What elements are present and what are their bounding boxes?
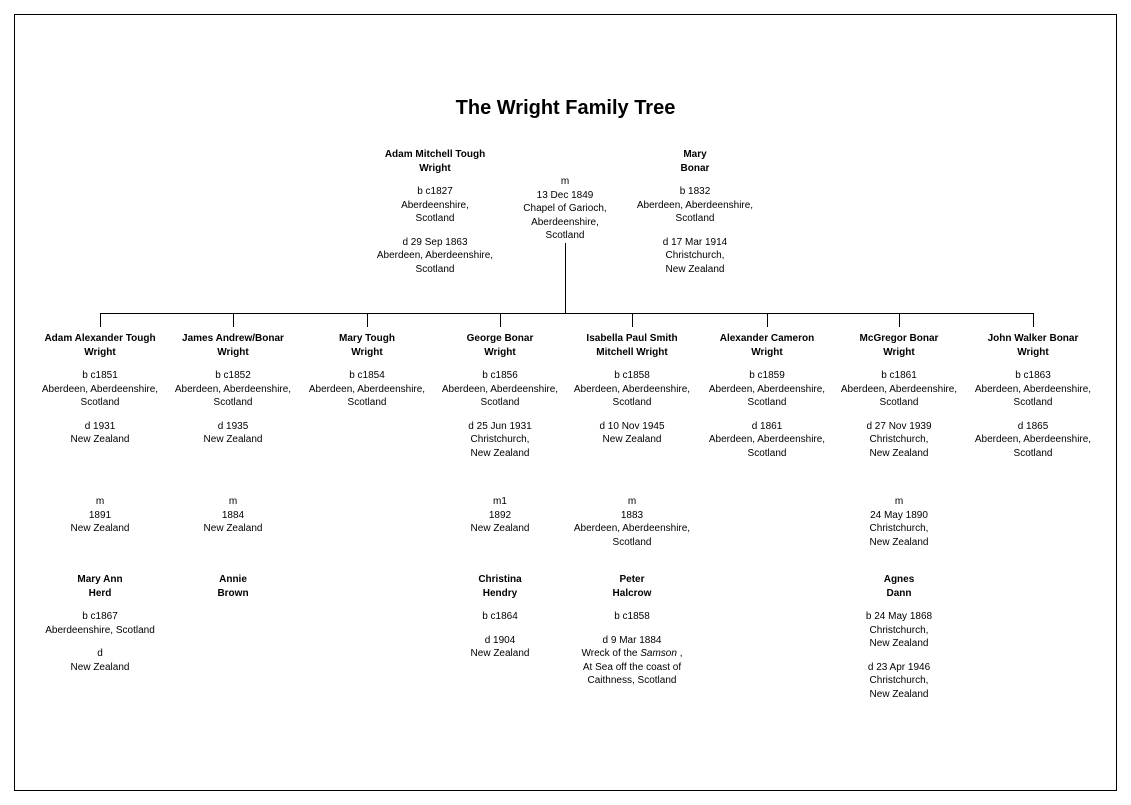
tree-child-stub: [632, 313, 633, 327]
spouse-name-line1: Christina: [433, 573, 568, 587]
person-child: James Andrew/BonarWrightb c1852Aberdeen,…: [166, 332, 301, 447]
family-tree-diagram: The Wright Family Tree Adam Mitchell Tou…: [14, 14, 1117, 791]
death-line: Aberdeen, Aberdeenshire,: [355, 249, 515, 263]
person-child: Adam Alexander ToughWrightb c1851Aberdee…: [33, 332, 168, 447]
person-spouse: ChristinaHendryb c1864d 1904New Zealand: [433, 573, 568, 661]
person-name-line1: Mary Tough: [300, 332, 435, 346]
tree-child-stub: [500, 313, 501, 327]
tree-child-stub: [767, 313, 768, 327]
person-name-line2: Bonar: [615, 162, 775, 176]
person-name-line2: Wright: [166, 346, 301, 360]
birth-line: b 1832: [615, 185, 775, 199]
person-name-line2: Wright: [700, 346, 835, 360]
person-name-line2: Wright: [300, 346, 435, 360]
birth-line: Aberdeen, Aberdeenshire,: [615, 199, 775, 213]
tree-child-stub: [899, 313, 900, 327]
spouse-name-line1: Mary Ann: [33, 573, 168, 587]
person-name-line1: John Walker Bonar: [966, 332, 1101, 346]
spouse-name-line1: Annie: [166, 573, 301, 587]
person-child: Isabella Paul SmithMitchell Wrightb c185…: [565, 332, 700, 447]
person-name-line2: Wright: [832, 346, 967, 360]
tree-child-stub: [1033, 313, 1034, 327]
spouse-name-line1: Peter: [565, 573, 700, 587]
tree-child-stub: [100, 313, 101, 327]
person-child: McGregor BonarWrightb c1861Aberdeen, Abe…: [832, 332, 967, 460]
marriage-child: m1884New Zealand: [166, 495, 301, 536]
spouse-name-line2: Herd: [33, 587, 168, 601]
tree-child-stub: [367, 313, 368, 327]
person-name-line1: James Andrew/Bonar: [166, 332, 301, 346]
death-line: Scotland: [355, 263, 515, 277]
person-spouse: Mary AnnHerdb c1867Aberdeenshire, Scotla…: [33, 573, 168, 674]
spouse-name-line1: Agnes: [832, 573, 967, 587]
person-child: John Walker BonarWrightb c1863Aberdeen, …: [966, 332, 1101, 460]
marriage-child: m11892New Zealand: [433, 495, 568, 536]
person-name-line1: Mary: [615, 148, 775, 162]
person-spouse: PeterHalcrowb c1858d 9 Mar 1884Wreck of …: [565, 573, 700, 688]
person-mother: Mary Bonar b 1832 Aberdeen, Aberdeenshir…: [615, 148, 775, 276]
person-name-line2: Wright: [355, 162, 515, 176]
person-name-line2: Mitchell Wright: [565, 346, 700, 360]
spouse-name-line2: Halcrow: [565, 587, 700, 601]
marriage-child: m1883Aberdeen, Aberdeenshire,Scotland: [565, 495, 700, 549]
person-name-line1: Isabella Paul Smith: [565, 332, 700, 346]
page-title: The Wright Family Tree: [15, 97, 1116, 120]
spouse-name-line2: Hendry: [433, 587, 568, 601]
death-line: Christchurch,: [615, 249, 775, 263]
tree-horizontal-bar: [100, 313, 1034, 314]
death-line: d 17 Mar 1914: [615, 236, 775, 250]
spouse-name-line2: Dann: [832, 587, 967, 601]
birth-line: Scotland: [615, 212, 775, 226]
person-spouse: AnnieBrown: [166, 573, 301, 600]
person-name-line1: Adam Mitchell Tough: [355, 148, 515, 162]
marriage-child: m24 May 1890Christchurch,New Zealand: [832, 495, 967, 549]
person-child: Mary ToughWrightb c1854Aberdeen, Aberdee…: [300, 332, 435, 410]
person-child: Alexander CameronWrightb c1859Aberdeen, …: [700, 332, 835, 460]
person-name-line1: George Bonar: [433, 332, 568, 346]
spouse-name-line2: Brown: [166, 587, 301, 601]
person-spouse: AgnesDannb 24 May 1868Christchurch,New Z…: [832, 573, 967, 701]
person-name-line2: Wright: [966, 346, 1101, 360]
person-name-line1: Alexander Cameron: [700, 332, 835, 346]
person-name-line1: McGregor Bonar: [832, 332, 967, 346]
person-name-line2: Wright: [433, 346, 568, 360]
person-name-line2: Wright: [33, 346, 168, 360]
death-line: New Zealand: [615, 263, 775, 277]
tree-trunk-line: [565, 243, 566, 313]
marriage-child: m1891New Zealand: [33, 495, 168, 536]
person-name-line1: Adam Alexander Tough: [33, 332, 168, 346]
person-child: George BonarWrightb c1856Aberdeen, Aberd…: [433, 332, 568, 460]
tree-child-stub: [233, 313, 234, 327]
